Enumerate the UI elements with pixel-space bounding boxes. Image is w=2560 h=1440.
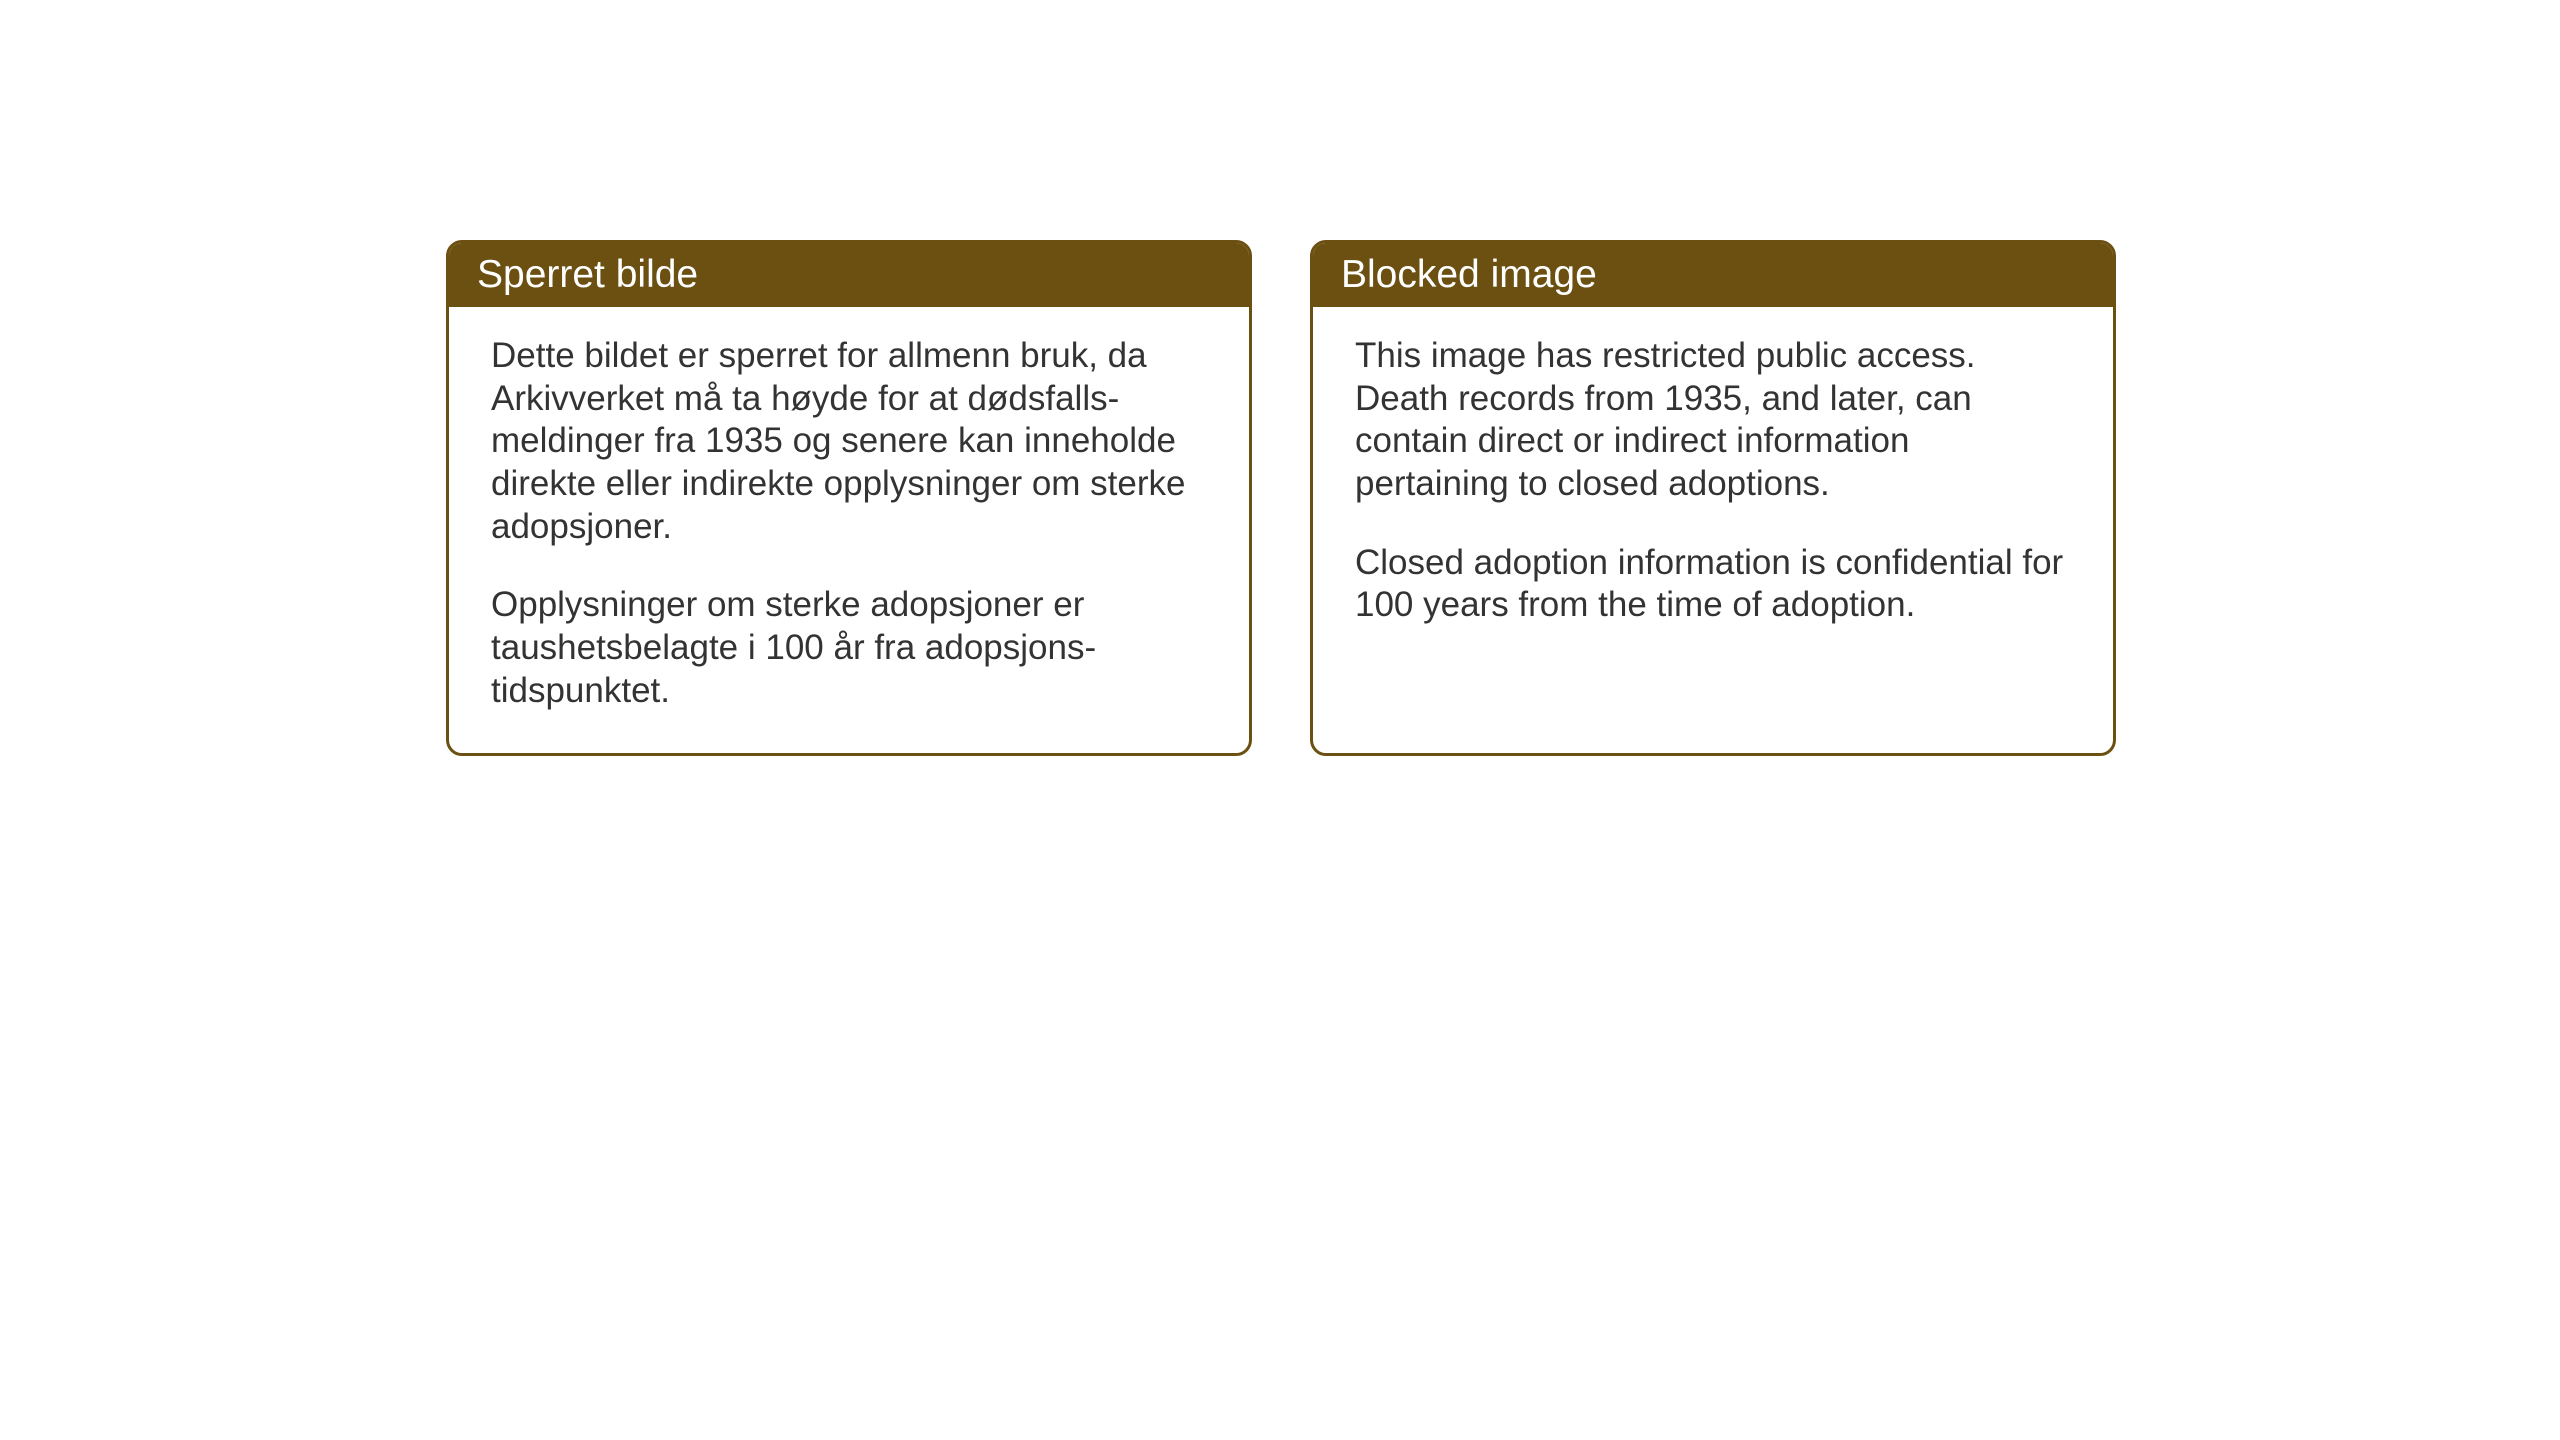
norwegian-paragraph-2: Opplysninger om sterke adopsjoner er tau… <box>491 584 1207 712</box>
norwegian-card-title: Sperret bilde <box>449 243 1249 307</box>
english-paragraph-1: This image has restricted public access.… <box>1355 335 2071 506</box>
english-card-title: Blocked image <box>1313 243 2113 307</box>
english-notice-card: Blocked image This image has restricted … <box>1310 240 2116 756</box>
norwegian-paragraph-1: Dette bildet er sperret for allmenn bruk… <box>491 335 1207 548</box>
english-card-body: This image has restricted public access.… <box>1313 307 2113 667</box>
notice-container: Sperret bilde Dette bildet er sperret fo… <box>446 240 2116 756</box>
norwegian-notice-card: Sperret bilde Dette bildet er sperret fo… <box>446 240 1252 756</box>
english-paragraph-2: Closed adoption information is confident… <box>1355 542 2071 627</box>
norwegian-card-body: Dette bildet er sperret for allmenn bruk… <box>449 307 1249 753</box>
